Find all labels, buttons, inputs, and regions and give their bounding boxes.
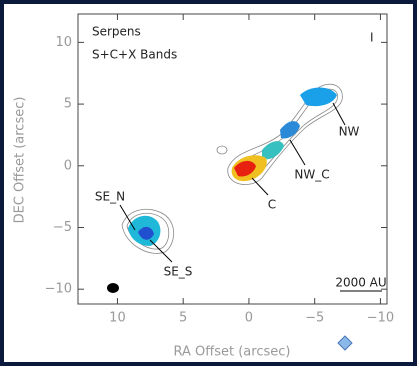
scalebar-label: 2000 AU [335, 276, 386, 290]
annotation: NW_C [294, 168, 329, 182]
y-tick-label: 5 [64, 97, 72, 112]
y-tick-label: −10 [45, 282, 72, 297]
annotation: SE_N [95, 190, 125, 204]
annotation: NW [339, 125, 360, 139]
y-tick-label: 0 [64, 158, 72, 173]
annotation: C [268, 198, 276, 212]
subtitle: S+C+X Bands [92, 48, 177, 62]
panel [4, 4, 413, 362]
figure: Serpens S+C+X Bands I RA Offset (arcsec)… [0, 0, 417, 366]
y-tick-label: 10 [55, 35, 72, 50]
x-tick-label: 0 [245, 311, 253, 326]
x-tick-label: −10 [367, 311, 394, 326]
annotation: SE_S [164, 265, 193, 279]
title: Serpens [92, 25, 141, 39]
x-tick-label: −5 [305, 311, 324, 326]
y-tick-label: −5 [53, 220, 72, 235]
x-axis-label: RA Offset (arcsec) [174, 345, 291, 360]
stokes-label: I [370, 31, 374, 45]
x-tick-label: 10 [109, 311, 126, 326]
y-axis-label: DEC Offset (arcsec) [13, 97, 28, 224]
x-tick-label: 5 [179, 311, 187, 326]
